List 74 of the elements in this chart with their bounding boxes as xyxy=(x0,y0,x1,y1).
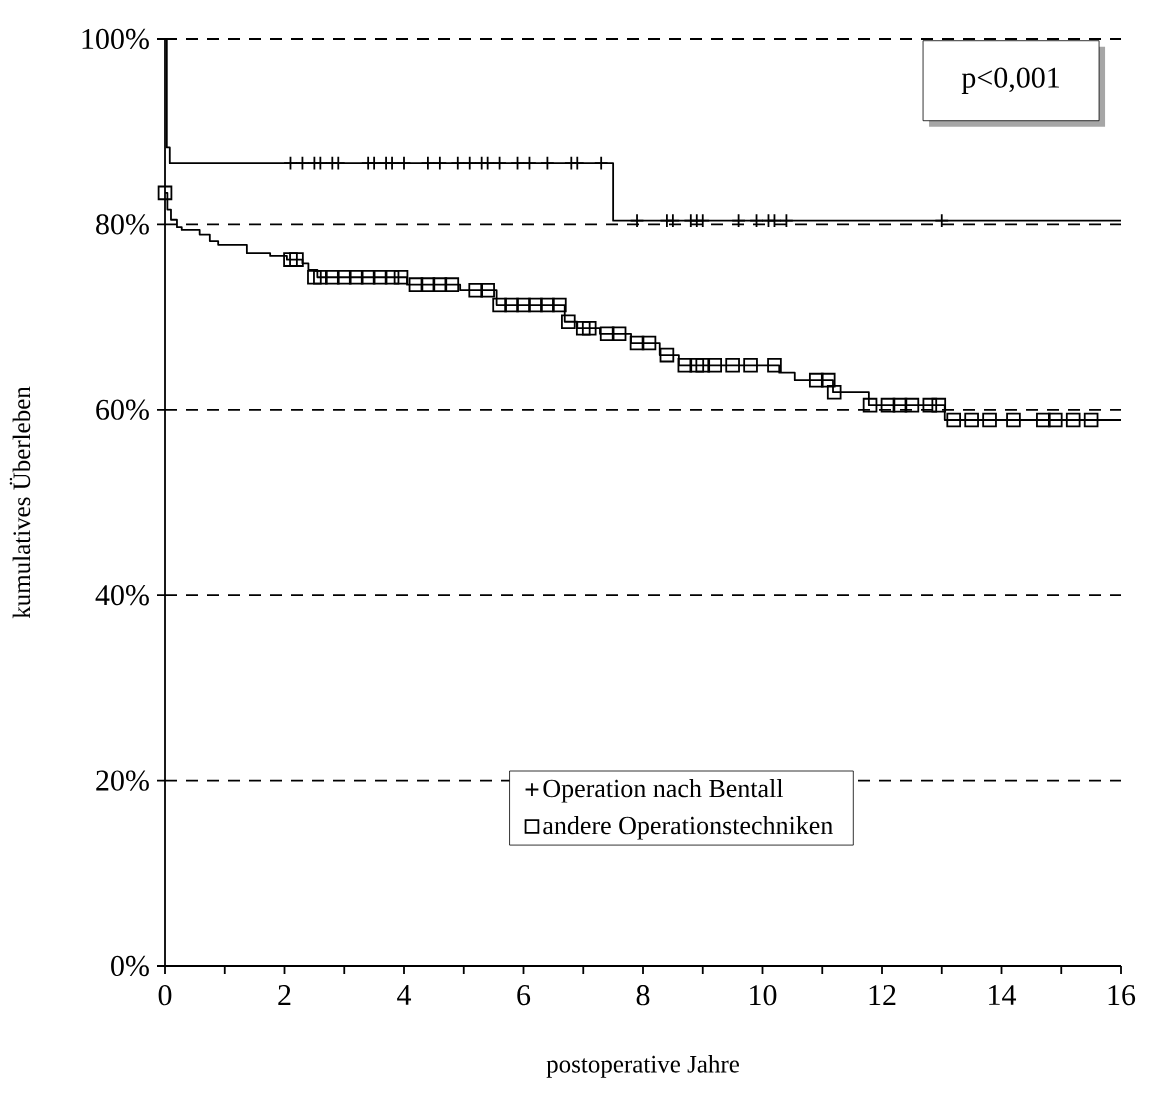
point xyxy=(393,269,409,285)
point xyxy=(826,384,842,400)
point xyxy=(820,372,836,388)
y-tick-label: 80% xyxy=(96,214,149,235)
point xyxy=(695,358,711,373)
point xyxy=(432,277,448,292)
point xyxy=(629,335,645,351)
point xyxy=(575,320,591,336)
point xyxy=(516,297,531,313)
y-tick-label: 100% xyxy=(82,28,149,50)
point xyxy=(408,277,424,292)
x-tick-label: 10 xyxy=(750,985,777,1006)
point xyxy=(540,297,555,313)
annotation: p<0,001 xyxy=(961,67,1059,94)
point xyxy=(1047,412,1063,428)
point xyxy=(360,269,376,285)
point xyxy=(611,326,627,342)
point xyxy=(707,358,723,373)
point xyxy=(372,269,388,285)
point xyxy=(504,297,519,313)
point xyxy=(325,269,340,285)
point xyxy=(384,269,400,285)
point xyxy=(904,397,920,413)
y-tick-label: 40% xyxy=(95,585,149,606)
point xyxy=(348,269,364,285)
x-tick-label: 4 xyxy=(397,985,412,1005)
point xyxy=(528,297,543,313)
point xyxy=(808,372,824,388)
y-tick-label: 20% xyxy=(96,770,149,791)
point xyxy=(420,277,436,292)
x-tick-label: 16 xyxy=(1108,985,1136,1006)
point xyxy=(444,277,460,292)
point xyxy=(552,297,567,313)
point xyxy=(767,358,782,373)
y-tick-label: 60% xyxy=(96,399,149,420)
x-tick-label: 12 xyxy=(869,985,896,1005)
x-tick-label: 14 xyxy=(989,985,1017,1005)
point xyxy=(659,347,675,363)
x-axis-title: postoperative Jahre xyxy=(546,1055,739,1078)
point xyxy=(931,397,947,413)
point xyxy=(982,412,997,428)
point xyxy=(677,358,693,373)
point xyxy=(581,320,597,336)
point xyxy=(689,358,705,373)
legend-label: Operation nach Bentall xyxy=(543,779,784,803)
x-tick-label: 8 xyxy=(636,985,650,1006)
point xyxy=(561,314,576,330)
point xyxy=(1065,412,1081,428)
point xyxy=(492,297,507,313)
point xyxy=(862,397,878,413)
point xyxy=(307,269,322,285)
point xyxy=(1083,412,1099,428)
point xyxy=(313,269,328,285)
point xyxy=(1006,412,1021,428)
point xyxy=(641,335,657,351)
point xyxy=(599,326,615,342)
point xyxy=(946,412,962,428)
point xyxy=(157,185,173,201)
point xyxy=(1036,412,1051,428)
point xyxy=(880,397,896,413)
x-tick-label: 0 xyxy=(158,985,172,1006)
point xyxy=(468,282,484,298)
point xyxy=(964,412,979,428)
point xyxy=(480,282,495,298)
point xyxy=(892,397,908,413)
y-tick-label: 0% xyxy=(111,955,149,977)
point xyxy=(336,269,352,285)
y-axis-title: kumulatives Überleben xyxy=(9,386,31,619)
point xyxy=(922,397,938,413)
point xyxy=(725,358,740,373)
point xyxy=(743,358,758,373)
x-tick-label: 6 xyxy=(517,985,531,1006)
legend-label: andere Operationstechniken xyxy=(543,816,833,840)
x-tick-label: 2 xyxy=(278,985,291,1005)
